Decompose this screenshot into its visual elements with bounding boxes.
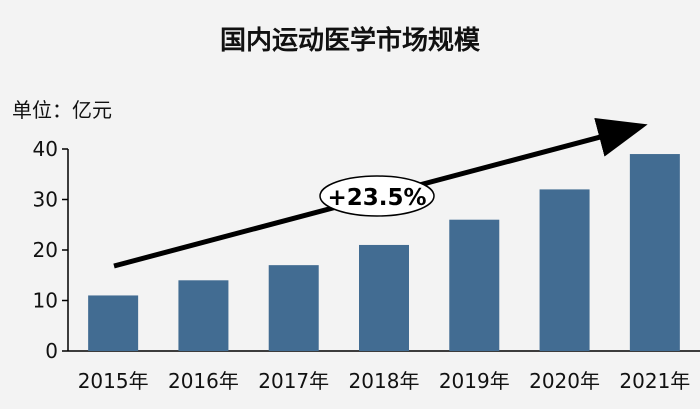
y-tick-label: 30 bbox=[33, 188, 58, 212]
bar-2018年 bbox=[359, 244, 409, 351]
bar-2015年 bbox=[88, 295, 139, 351]
x-tick-label: 2019年 bbox=[439, 369, 510, 393]
y-tick-label: 40 bbox=[33, 137, 58, 161]
x-tick-label: 2018年 bbox=[349, 369, 420, 393]
y-tick-label: 20 bbox=[33, 238, 58, 262]
bar-2016年 bbox=[178, 280, 229, 351]
bar-2019年 bbox=[449, 219, 500, 351]
x-tick-label: 2017年 bbox=[258, 369, 329, 393]
x-tick-label: 2021年 bbox=[619, 369, 690, 393]
y-tick-label: 10 bbox=[33, 289, 58, 313]
growth-annotation-label: +23.5% bbox=[327, 185, 426, 211]
x-tick-label: 2016年 bbox=[168, 369, 239, 393]
x-tick-label: 2020年 bbox=[529, 369, 600, 393]
unit-label: 单位：亿元 bbox=[12, 98, 112, 122]
annotation-ellipse bbox=[319, 175, 435, 217]
y-tick-label: 0 bbox=[45, 339, 58, 363]
x-tick-label: 2015年 bbox=[78, 369, 149, 393]
bar-2017年 bbox=[268, 265, 319, 351]
bar-2021年 bbox=[629, 154, 680, 351]
chart-title: 国内运动医学市场规模 bbox=[219, 26, 480, 56]
bar-2020年 bbox=[539, 189, 590, 351]
